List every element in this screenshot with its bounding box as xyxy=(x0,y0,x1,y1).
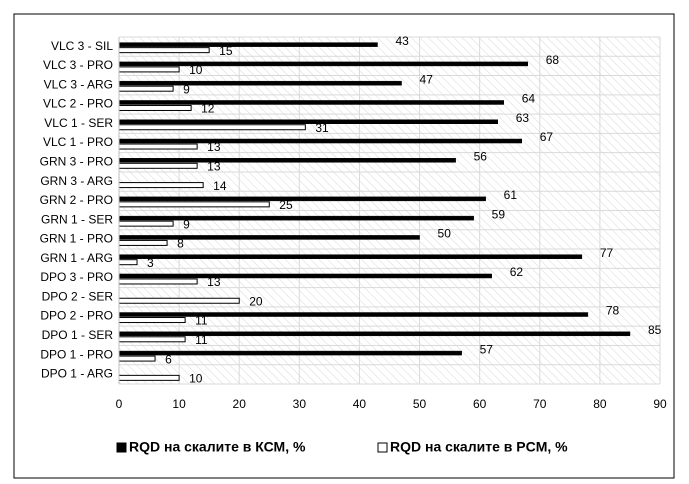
bar xyxy=(118,215,474,221)
bar xyxy=(118,124,306,131)
value-label: 64 xyxy=(522,92,536,106)
x-tick-label: 10 xyxy=(172,397,186,411)
y-tick-label: VLC 2 - PRO xyxy=(43,97,113,111)
x-tick-label: 0 xyxy=(116,397,123,411)
bar xyxy=(118,85,174,92)
x-tick-label: 80 xyxy=(593,397,607,411)
bar xyxy=(118,297,240,304)
value-label: 3 xyxy=(147,256,154,270)
y-tick-label: VLC 1 - SER xyxy=(44,116,113,130)
bar xyxy=(118,100,504,105)
bar xyxy=(118,278,198,285)
bar xyxy=(118,143,198,150)
legend-label: RQD на скалите в КСМ, % xyxy=(129,439,306,455)
y-tick-label: VLC 3 - ARG xyxy=(44,77,113,91)
bar xyxy=(118,138,522,144)
y-tick-label: GRN 3 - PRO xyxy=(40,154,113,168)
bar xyxy=(118,66,180,73)
bar xyxy=(118,254,583,259)
bar xyxy=(118,47,210,54)
legend: RQD на скалите в КСМ, % RQD на скалите в … xyxy=(116,439,568,455)
value-label: 43 xyxy=(395,34,409,48)
value-label: 25 xyxy=(279,198,293,212)
bar xyxy=(118,336,186,343)
value-label: 50 xyxy=(438,227,452,241)
y-tick-label: GRN 1 - SER xyxy=(41,212,113,226)
value-label: 31 xyxy=(315,121,329,135)
bar xyxy=(118,119,498,124)
value-label: 6 xyxy=(165,352,172,366)
bar xyxy=(118,235,420,240)
value-label: 67 xyxy=(540,130,554,144)
legend-swatch xyxy=(116,442,127,453)
value-label: 15 xyxy=(219,44,233,58)
bar xyxy=(118,273,492,279)
value-label: 13 xyxy=(207,159,221,173)
bar xyxy=(118,317,186,324)
bar xyxy=(118,312,589,317)
value-label: 68 xyxy=(546,53,560,67)
y-tick-label: GRN 2 - PRO xyxy=(40,193,113,207)
bar xyxy=(118,259,138,266)
bar xyxy=(118,374,180,381)
bar xyxy=(118,61,529,67)
x-tick-label: 30 xyxy=(293,397,307,411)
x-tick-label: 20 xyxy=(233,397,247,411)
y-tick-label: DPO 2 - PRO xyxy=(40,309,113,323)
bar xyxy=(118,80,402,86)
x-tick-label: 90 xyxy=(653,397,667,411)
x-tick-label: 50 xyxy=(413,397,427,411)
value-label: 63 xyxy=(516,111,530,125)
bar xyxy=(118,355,156,362)
value-label: 59 xyxy=(492,207,506,221)
legend-label: RQD на скалите в PCM, % xyxy=(390,439,568,455)
bar xyxy=(118,182,204,189)
value-label: 62 xyxy=(510,265,524,279)
y-tick-label: DPO 3 - PRO xyxy=(40,270,113,284)
x-tick-label: 60 xyxy=(473,397,487,411)
value-label: 13 xyxy=(207,140,221,154)
value-label: 10 xyxy=(189,372,203,386)
bar xyxy=(118,158,456,163)
y-tick-label: VLC 1 - PRO xyxy=(43,135,113,149)
y-tick-label: GRN 1 - ARG xyxy=(40,251,113,265)
bar xyxy=(118,220,174,227)
value-label: 9 xyxy=(183,82,190,96)
bar xyxy=(118,201,270,208)
value-label: 56 xyxy=(474,149,488,163)
bar xyxy=(118,162,198,169)
value-label: 11 xyxy=(195,314,208,328)
value-label: 57 xyxy=(480,342,494,356)
bar xyxy=(118,42,378,47)
value-label: 78 xyxy=(606,304,620,318)
bar xyxy=(118,239,168,246)
value-label: 10 xyxy=(189,63,203,77)
y-tick-label: VLC 3 - SIL xyxy=(51,39,113,53)
value-label: 9 xyxy=(183,217,190,231)
value-label: 47 xyxy=(420,72,434,86)
x-tick-label: 40 xyxy=(353,397,367,411)
value-label: 8 xyxy=(177,237,184,251)
value-label: 12 xyxy=(201,102,215,116)
bar xyxy=(118,104,192,111)
value-label: 61 xyxy=(504,188,518,202)
y-tick-label: GRN 1 - PRO xyxy=(40,232,113,246)
y-tick-label: DPO 2 - SER xyxy=(42,289,114,303)
y-tick-label: DPO 1 - PRO xyxy=(40,347,113,361)
y-tick-label: VLC 3 - PRO xyxy=(43,58,113,72)
value-label: 14 xyxy=(213,179,227,193)
y-tick-label: DPO 1 - ARG xyxy=(41,367,113,381)
value-label: 11 xyxy=(195,333,208,347)
y-tick-label: DPO 1 - SER xyxy=(42,328,114,342)
bar xyxy=(118,196,486,202)
value-label: 13 xyxy=(207,275,221,289)
value-label: 20 xyxy=(249,294,263,308)
value-label: 77 xyxy=(600,246,614,260)
y-tick-label: GRN 3 - ARG xyxy=(40,174,113,188)
legend-swatch xyxy=(377,442,388,453)
x-tick-label: 70 xyxy=(533,397,547,411)
value-label: 85 xyxy=(648,323,662,337)
